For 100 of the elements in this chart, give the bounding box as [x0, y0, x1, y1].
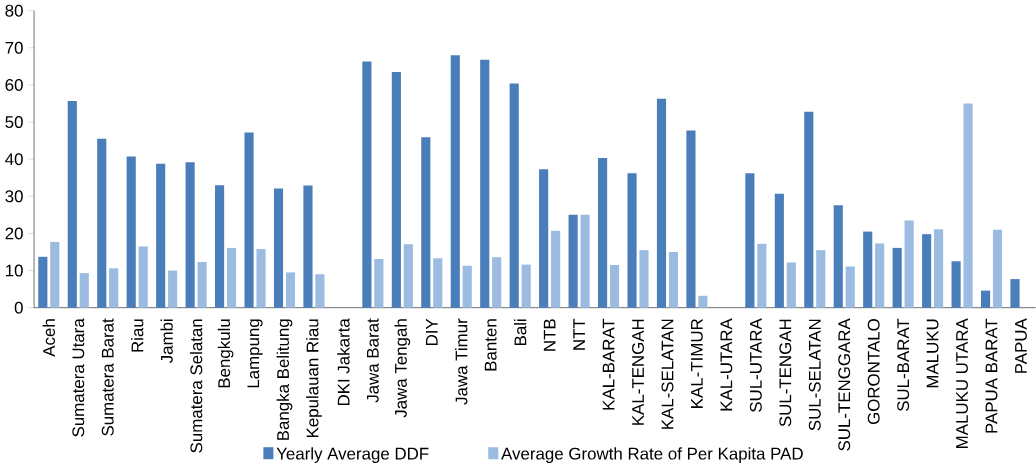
x-tick-label: DIY	[425, 318, 438, 345]
bar	[462, 265, 472, 308]
bar	[226, 247, 237, 308]
bar	[391, 71, 401, 308]
bar	[992, 229, 1003, 308]
x-tick-label: SUL-BARAT	[897, 318, 910, 411]
bar	[215, 185, 225, 308]
bar	[97, 138, 107, 308]
x-tick-label: Aceh	[42, 319, 55, 357]
x-tick-label: Kepulauan Riau	[306, 319, 322, 437]
y-tick-label: 50	[5, 115, 23, 128]
bar	[668, 251, 679, 308]
legend-label: Average Growth Rate of Per Kapita PAD	[501, 447, 803, 463]
bar	[980, 290, 991, 308]
bar	[197, 261, 207, 308]
bar	[492, 257, 502, 308]
bar	[168, 270, 178, 308]
x-tick-label: Sumatera Barat	[101, 318, 114, 436]
x-tick-label: MALUKU	[926, 319, 939, 388]
x-tick-label: PAPUA	[1015, 318, 1027, 373]
bar	[698, 295, 708, 308]
bar	[433, 258, 443, 308]
x-tick-label: KAL-UTARA	[720, 318, 733, 411]
bar	[38, 256, 48, 308]
x-tick-label: SUL-TENGGARA	[838, 318, 851, 451]
bar	[138, 246, 148, 308]
x-tick-label: NTT	[573, 318, 585, 350]
bar	[892, 247, 902, 308]
y-tick-label: 40	[5, 153, 23, 166]
x-tick-label: Lampung	[247, 319, 263, 388]
bar	[362, 61, 372, 308]
bar	[480, 59, 490, 308]
x-tick-label: Sumatera Utara	[72, 318, 85, 437]
x-tick-label: SUL-SELATAN	[808, 319, 821, 431]
bar	[421, 137, 431, 308]
x-tick-label: Bangka Belitung	[276, 319, 293, 440]
x-tick-label: PAPUA BARAT	[985, 318, 998, 433]
bar	[745, 173, 755, 308]
bar	[256, 248, 266, 308]
bar	[875, 243, 885, 308]
x-tick-label: SUL-UTARA	[749, 318, 762, 412]
y-tick-label: 60	[5, 78, 23, 91]
bar	[450, 55, 460, 308]
bar	[656, 98, 667, 308]
bar	[551, 230, 561, 308]
bar	[50, 241, 60, 308]
bar	[285, 272, 296, 308]
bar	[580, 214, 590, 308]
bar	[609, 264, 620, 308]
x-tick-label: DKI Jakarta	[337, 318, 350, 405]
y-tick-label: 0	[14, 301, 23, 314]
bar	[786, 262, 796, 308]
x-tick-label: Jawa Timur	[455, 318, 468, 405]
x-tick-label: KAL-TIMUR	[691, 318, 703, 408]
x-tick-label: Jawa Barat	[366, 318, 379, 403]
bar	[374, 258, 384, 308]
y-tick-label: 80	[5, 4, 23, 17]
bar	[774, 193, 784, 308]
x-tick-label: Jawa Tengah	[394, 319, 411, 418]
x-tick-label: MALUKU UTARA	[956, 318, 968, 448]
bar	[639, 250, 649, 308]
bar	[109, 268, 119, 308]
x-tick-label: SUL-TENGAH	[779, 319, 792, 427]
bar	[509, 83, 519, 308]
bar	[845, 266, 855, 308]
x-tick-label: Banten	[484, 319, 497, 371]
y-tick-label: 10	[5, 264, 23, 277]
bar	[1010, 278, 1020, 308]
bar	[934, 229, 944, 308]
bar	[816, 250, 826, 308]
bar	[627, 173, 637, 308]
bar	[922, 234, 932, 308]
bar	[598, 157, 608, 308]
x-tick-label: Bengkulu	[217, 319, 234, 388]
x-tick-label: Riau	[131, 319, 144, 352]
bar	[126, 156, 136, 308]
bar	[568, 214, 578, 308]
bar	[315, 274, 325, 308]
x-tick-label: Bali	[513, 319, 527, 345]
bar	[833, 205, 843, 308]
x-tick-label: Jambi	[160, 319, 173, 363]
x-tick-label: GORONTALO	[867, 318, 880, 424]
bar	[904, 220, 914, 308]
bar	[303, 185, 313, 308]
bar	[521, 264, 531, 308]
y-tick-label: 70	[5, 41, 23, 54]
bar	[863, 231, 873, 308]
x-tick-label: Sumatera Selatan	[189, 319, 203, 453]
bar	[757, 243, 767, 308]
bar	[79, 273, 89, 308]
bar	[244, 132, 254, 308]
bar	[804, 111, 814, 308]
bar	[273, 188, 284, 308]
bar	[156, 163, 166, 308]
bar	[951, 261, 961, 308]
x-tick-label: KAL-BARAT	[602, 318, 615, 410]
x-tick-label: KAL-TENGAH	[632, 319, 644, 425]
bar	[539, 169, 549, 308]
bar	[686, 130, 696, 308]
y-tick-label: 30	[5, 190, 23, 203]
